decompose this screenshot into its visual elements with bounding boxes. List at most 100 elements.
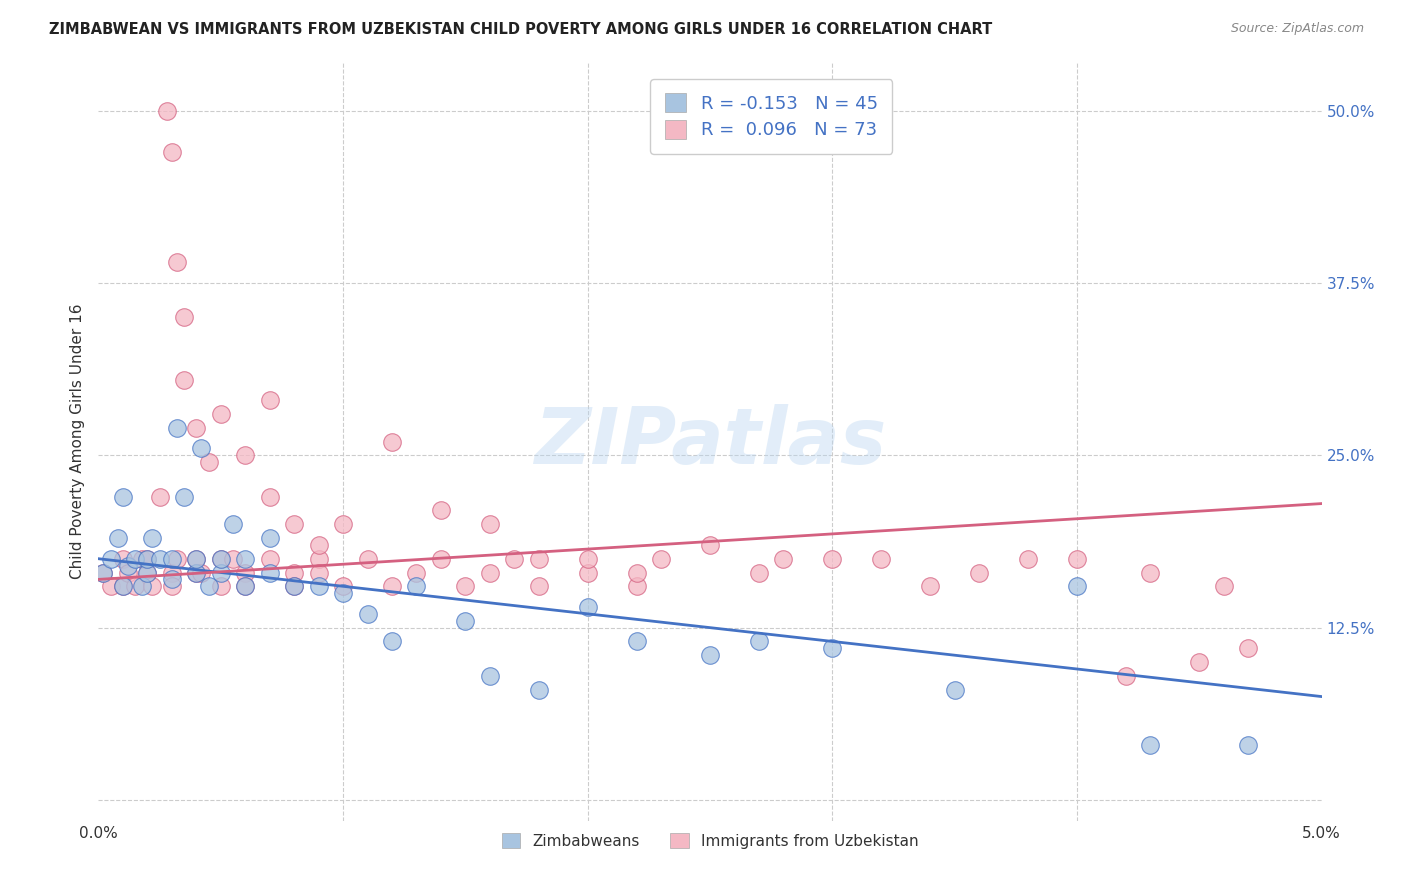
Point <box>136 566 159 580</box>
Point <box>626 566 648 580</box>
Point <box>197 579 219 593</box>
Point <box>222 517 245 532</box>
Point <box>160 573 183 587</box>
Point <box>332 579 354 593</box>
Point <box>233 579 256 593</box>
Point <box>259 393 281 408</box>
Point <box>699 538 721 552</box>
Point <box>748 634 770 648</box>
Point <box>173 310 195 325</box>
Point <box>233 566 256 580</box>
Point <box>283 579 305 593</box>
Point <box>356 607 378 621</box>
Point <box>821 551 844 566</box>
Point <box>283 517 305 532</box>
Point <box>454 614 477 628</box>
Point <box>650 551 672 566</box>
Point <box>1066 551 1088 566</box>
Point <box>209 407 232 421</box>
Point <box>156 103 179 118</box>
Point <box>259 531 281 545</box>
Point <box>576 599 599 614</box>
Point <box>91 566 114 580</box>
Point <box>111 579 134 593</box>
Point <box>308 566 330 580</box>
Point <box>186 551 208 566</box>
Point <box>141 579 163 593</box>
Point <box>117 566 139 580</box>
Point <box>100 551 122 566</box>
Point <box>308 551 330 566</box>
Point <box>136 551 159 566</box>
Point <box>160 566 183 580</box>
Point <box>233 551 256 566</box>
Point <box>117 558 139 573</box>
Point <box>1017 551 1039 566</box>
Point <box>1212 579 1234 593</box>
Point <box>1066 579 1088 593</box>
Point <box>405 566 427 580</box>
Point <box>131 551 153 566</box>
Point <box>699 648 721 663</box>
Point <box>430 551 453 566</box>
Point <box>308 579 330 593</box>
Point <box>1237 738 1260 752</box>
Point <box>381 634 404 648</box>
Text: Source: ZipAtlas.com: Source: ZipAtlas.com <box>1230 22 1364 36</box>
Point <box>160 145 183 159</box>
Point <box>454 579 477 593</box>
Point <box>209 551 232 566</box>
Point <box>209 579 232 593</box>
Point <box>1139 738 1161 752</box>
Point <box>283 566 305 580</box>
Point <box>136 566 159 580</box>
Point <box>186 551 208 566</box>
Point <box>1115 669 1137 683</box>
Point <box>141 531 163 545</box>
Point <box>381 579 404 593</box>
Point <box>209 551 232 566</box>
Point <box>283 579 305 593</box>
Point <box>527 579 550 593</box>
Y-axis label: Child Poverty Among Girls Under 16: Child Poverty Among Girls Under 16 <box>69 304 84 579</box>
Point <box>332 517 354 532</box>
Point <box>503 551 526 566</box>
Point <box>1237 641 1260 656</box>
Point <box>209 566 232 580</box>
Point <box>576 551 599 566</box>
Point <box>173 372 195 386</box>
Point <box>332 586 354 600</box>
Point <box>149 490 172 504</box>
Point <box>527 682 550 697</box>
Point <box>430 503 453 517</box>
Point <box>259 490 281 504</box>
Point <box>197 455 219 469</box>
Point <box>259 566 281 580</box>
Point <box>149 551 172 566</box>
Point <box>308 538 330 552</box>
Point <box>124 579 146 593</box>
Point <box>166 255 188 269</box>
Point <box>222 551 245 566</box>
Point <box>186 421 208 435</box>
Point <box>186 566 208 580</box>
Point <box>111 551 134 566</box>
Point <box>821 641 844 656</box>
Point <box>233 448 256 462</box>
Point <box>107 531 129 545</box>
Point <box>478 566 501 580</box>
Point <box>381 434 404 449</box>
Point <box>111 579 134 593</box>
Point <box>967 566 990 580</box>
Legend: Zimbabweans, Immigrants from Uzbekistan: Zimbabweans, Immigrants from Uzbekistan <box>495 827 925 855</box>
Point <box>190 566 212 580</box>
Point <box>131 579 153 593</box>
Point <box>233 579 256 593</box>
Point <box>100 579 122 593</box>
Point <box>870 551 893 566</box>
Point <box>772 551 794 566</box>
Point <box>576 566 599 580</box>
Text: ZIPatlas: ZIPatlas <box>534 403 886 480</box>
Point <box>160 579 183 593</box>
Point <box>626 579 648 593</box>
